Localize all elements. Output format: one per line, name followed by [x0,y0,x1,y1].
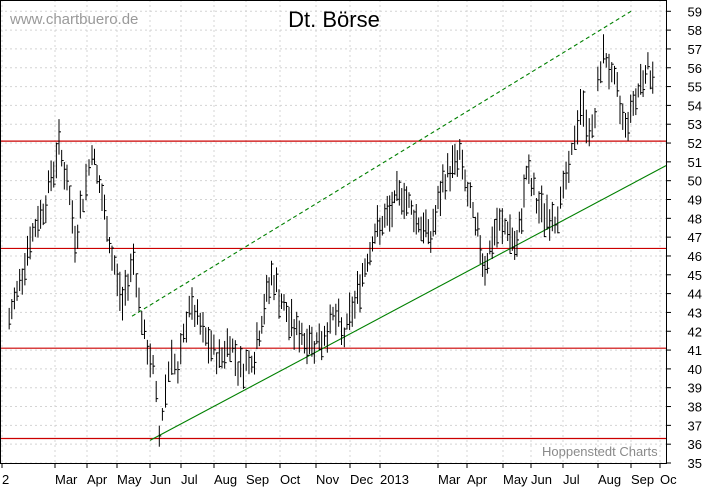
y-tick-label: 47 [688,230,702,245]
x-tick-label: Jul [181,472,198,487]
price-series [8,34,655,447]
x-tick-label: Oct [280,472,301,487]
chart-title: Dt. Börse [288,7,380,32]
x-tick-label: 2 [2,472,9,487]
y-tick-label: 50 [688,174,702,189]
y-tick-label: 51 [688,155,702,170]
y-tick-label: 56 [688,61,702,76]
plot-frame [0,0,667,464]
y-tick-label: 54 [688,98,702,113]
x-tick-label: May [503,472,528,487]
credit-text: Hoppenstedt Charts [542,444,658,459]
x-tick-label: Mar [438,472,461,487]
trend-lines [131,10,667,441]
y-tick-label: 58 [688,23,702,38]
y-tick-label: 39 [688,381,702,396]
y-tick-label: 49 [688,193,702,208]
x-tick-label: Aug [214,472,237,487]
y-axis-ticks: 35 36 37 38 39 40 41 42 43 44 45 46 47 48 49 50 51 52 53 54… [666,4,702,471]
x-tick-label: 2013 [380,472,409,487]
x-tick-label: Mar [55,472,78,487]
y-tick-label: 57 [688,42,702,57]
y-tick-label: 59 [688,4,702,19]
chart-grid [0,0,666,464]
x-axis-ticks: 2 Mar Apr May Jun Jul Aug Sep Oct Nov Dec 2013 Mar Ap… [1,463,677,487]
x-tick-label: Sep [246,472,269,487]
y-tick-label: 55 [688,80,702,95]
x-tick-label: Jul [563,472,580,487]
watermark-text: www.chartbuero.de [9,11,138,28]
x-tick-label: Oc [660,472,677,487]
y-tick-label: 41 [688,343,702,358]
horizontal-levels [0,140,666,440]
y-tick-label: 45 [688,268,702,283]
x-tick-label: Apr [467,472,488,487]
x-tick-label: Apr [87,472,108,487]
y-tick-label: 43 [688,305,702,320]
x-tick-label: Aug [598,472,621,487]
x-tick-label: Dec [350,472,374,487]
y-tick-label: 53 [688,117,702,132]
y-tick-label: 35 [688,456,702,471]
x-tick-label: Nov [316,472,340,487]
y-tick-label: 40 [688,362,702,377]
x-tick-label: May [117,472,142,487]
y-tick-label: 44 [688,287,702,302]
y-tick-label: 36 [688,437,702,452]
y-tick-label: 37 [688,418,702,433]
y-tick-label: 48 [688,211,702,226]
y-tick-label: 46 [688,249,702,264]
y-tick-label: 52 [688,136,702,151]
y-tick-label: 42 [688,324,702,339]
trend-line [149,165,667,441]
y-tick-label: 38 [688,400,702,415]
x-tick-label: Jun [150,472,171,487]
x-tick-label: Jun [531,472,552,487]
x-tick-label: Sep [631,472,654,487]
